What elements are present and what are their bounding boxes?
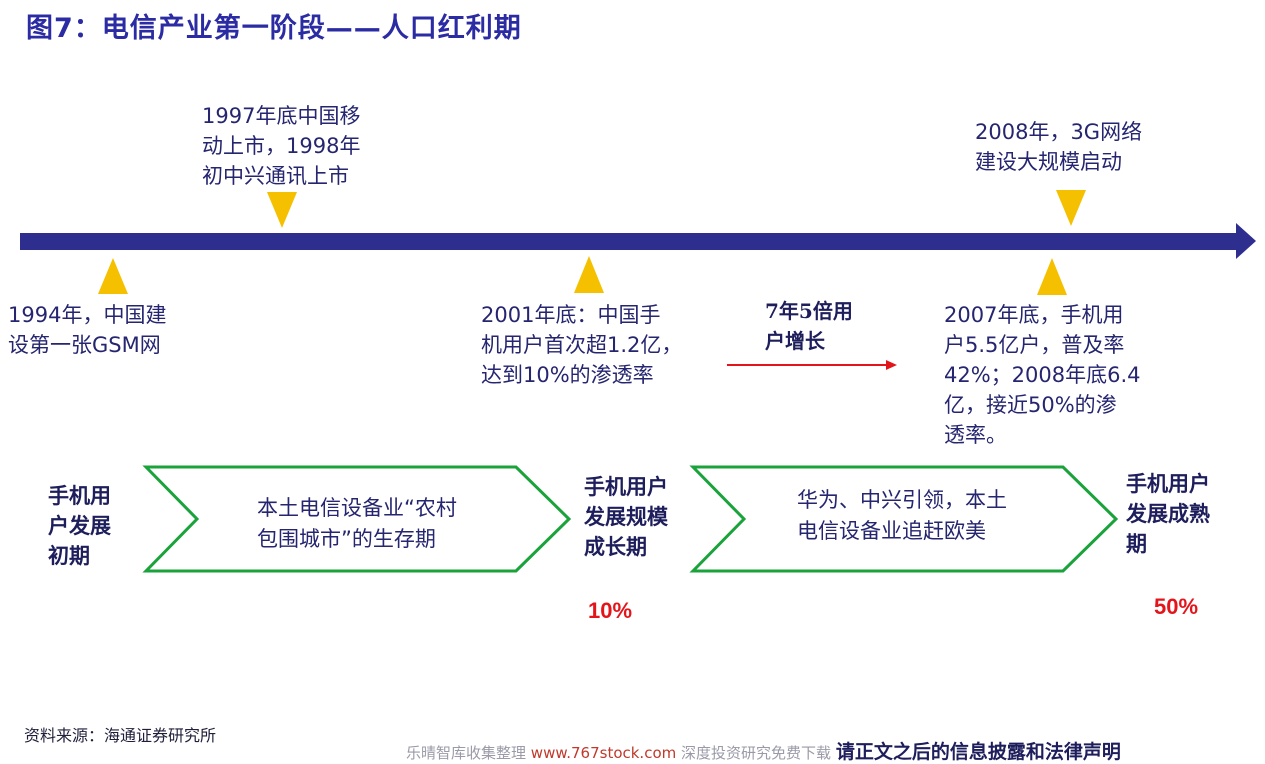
event-2001-text: 2001年底：中国手 机用户首次超1.2亿， 达到10%的渗透率	[481, 303, 683, 387]
footer-middle-text: 深度投资研究免费下载	[681, 744, 832, 762]
marker-up-2007	[1037, 258, 1067, 295]
footer: 乐晴智库收集整理 www.767stock.com 深度投资研究免费下载 请正文…	[406, 737, 1121, 764]
rate-10-percent: 10%	[588, 598, 633, 623]
event-1994-text: 1994年，中国建 设第一张GSM网	[8, 303, 167, 357]
marker-down-1997	[267, 192, 297, 228]
event-2008-text: 2008年，3G网络 建设大规模启动	[975, 120, 1143, 174]
marker-up-1994	[98, 258, 128, 294]
timeline-arrowhead	[1236, 223, 1256, 259]
source-note: 资料来源：海通证券研究所	[24, 726, 217, 745]
footer-left-text: 乐晴智库收集整理	[406, 744, 527, 762]
event-1997-text: 1997年底中国移 动上市，1998年 初中兴通讯上市	[202, 104, 361, 188]
timeline-bar	[20, 233, 1238, 250]
marker-up-2001	[574, 256, 604, 293]
footer-declaration: 请正文之后的信息披露和法律声明	[835, 741, 1121, 763]
chevron-2-text: 华为、中兴引领，本土 电信设备业追赶欧美	[797, 488, 1007, 543]
footer-url[interactable]: www.767stock.com	[530, 744, 677, 762]
marker-down-2008	[1056, 190, 1086, 226]
rate-50-percent: 50%	[1154, 594, 1199, 619]
chevron-1-text: 本土电信设备业“农村 包围城市”的生存期	[257, 496, 457, 551]
stage-label-initial: 手机用 户发展 初期	[48, 483, 111, 568]
stage-label-growth: 手机用户 发展规模 成长期	[584, 474, 668, 559]
event-2007-text: 2007年底，手机用 户5.5亿户，普及率 42%；2008年底6.4 亿，接近…	[944, 303, 1141, 447]
stage-label-mature: 手机用户 发展成熟 期	[1126, 471, 1210, 556]
growth-note: 7年5倍用 户增长	[765, 299, 853, 353]
chevron-arrow-1	[142, 465, 572, 573]
page-title: 图7：电信产业第一阶段——人口红利期	[26, 13, 522, 44]
growth-arrowhead	[886, 360, 897, 370]
chevron-arrow-2	[689, 465, 1119, 573]
